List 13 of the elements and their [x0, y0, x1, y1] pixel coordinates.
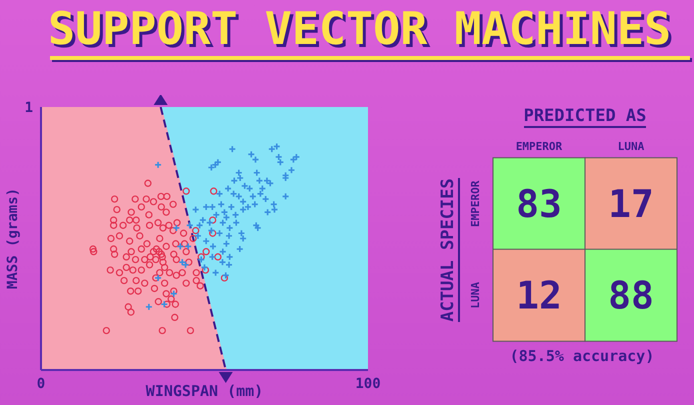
y-axis-title: ACTUAL SPECIES: [438, 178, 460, 322]
x-axis-title: WINGSPAN (mm): [146, 382, 264, 400]
text: (85.5% accuracy): [508, 347, 656, 365]
data-label: 12: [516, 273, 562, 318]
data-label: 17: [608, 182, 654, 226]
y-tick-label: 1: [24, 100, 33, 116]
data-label: 83: [516, 182, 562, 226]
chart-title: SUPPORT VECTOR MACHINES: [48, 2, 672, 55]
data-label: 88: [608, 273, 654, 318]
x-tick-label: 0: [36, 376, 46, 392]
x-axis-title: PREDICTED AS: [524, 106, 646, 128]
y-axis-title: MASS (grams): [4, 188, 21, 290]
x-tick-label: 100: [355, 376, 381, 392]
